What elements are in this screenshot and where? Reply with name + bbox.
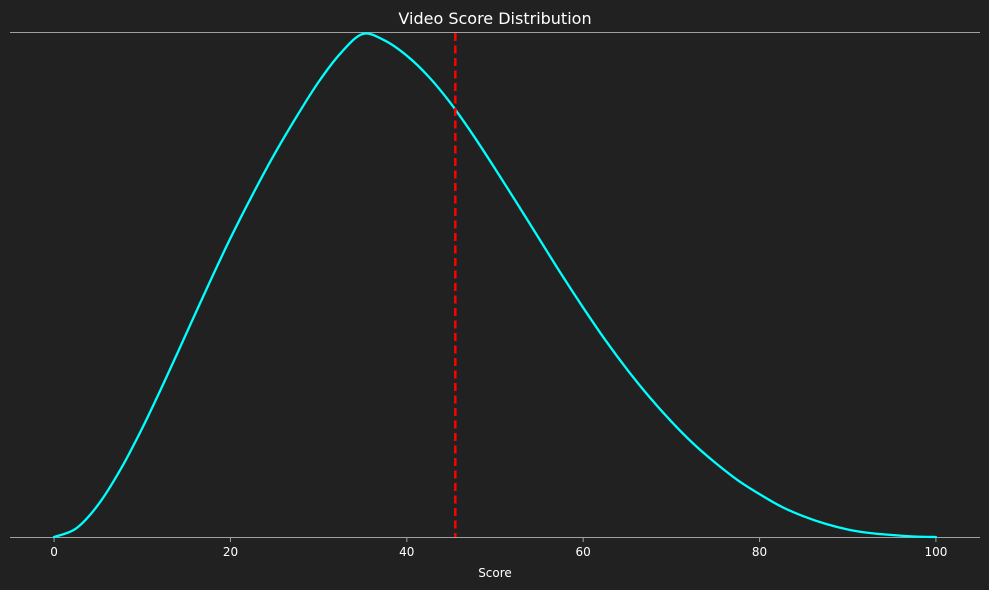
x-tick-label: 80 [752, 545, 767, 559]
x-tick-label: 20 [223, 545, 238, 559]
chart-title: Video Score Distribution [398, 9, 591, 28]
x-tick-label: 0 [50, 545, 58, 559]
distribution-curve [52, 32, 938, 539]
x-axis-label: Score [478, 566, 512, 580]
x-axis-ticks [53, 537, 937, 542]
x-tick-label: 60 [576, 545, 591, 559]
x-axis-tick-labels: 0 20 40 60 80 100 [50, 545, 947, 559]
x-tick-label: 100 [924, 545, 947, 559]
x-tick-label: 40 [399, 545, 414, 559]
